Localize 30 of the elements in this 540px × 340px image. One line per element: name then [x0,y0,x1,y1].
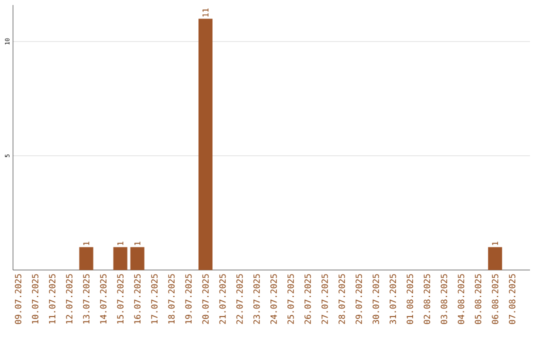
x-tick-label: 25.07.2025 [287,274,294,324]
x-tick-label: 29.07.2025 [356,274,362,324]
x-tick-label: 28.07.2025 [338,274,345,324]
x-tick-label: 17.07.2025 [151,274,158,324]
x-tick-label: 10.07.2025 [32,274,38,324]
x-tick-label: 02.08.2025 [424,274,430,324]
x-tick-label: 06.08.2025 [492,274,498,324]
x-tick-label: 18.07.2025 [168,274,175,324]
x-tick-label: 20.07.2025 [202,274,209,324]
x-tick-label: 24.07.2025 [270,274,277,324]
x-tick-label: 04.08.2025 [458,274,464,324]
x-tick-label: 27.07.2025 [322,274,328,324]
x-tick-label: 05.08.2025 [474,274,482,324]
x-tick-label: 12.07.2025 [66,274,72,324]
x-tick-label: 30.07.2025 [372,274,380,324]
x-tick-label: 31.07.2025 [390,274,396,324]
x-tick-label: 13.07.2025 [83,274,90,324]
x-tick-label: 23.07.2025 [253,274,260,324]
x-tick-label: 03.08.2025 [440,274,448,324]
x-tick-label: 19.07.2025 [185,274,192,324]
x-tick-label: 15.07.2025 [117,274,124,324]
x-tick-label: 26.07.2025 [304,274,311,324]
x-tick-label: 11.07.2025 [48,274,56,324]
x-tick-label: 09.07.2025 [14,274,22,324]
x-tick-label: 22.07.2025 [236,274,243,324]
x-tick-label: 01.08.2025 [406,274,414,324]
x-tick-label: 16.07.2025 [134,274,141,324]
x-tick-label: 14.07.2025 [100,274,106,324]
x-tick-label: 07.08.2025 [508,274,516,324]
x-tick-label: 21.07.2025 [219,274,226,324]
